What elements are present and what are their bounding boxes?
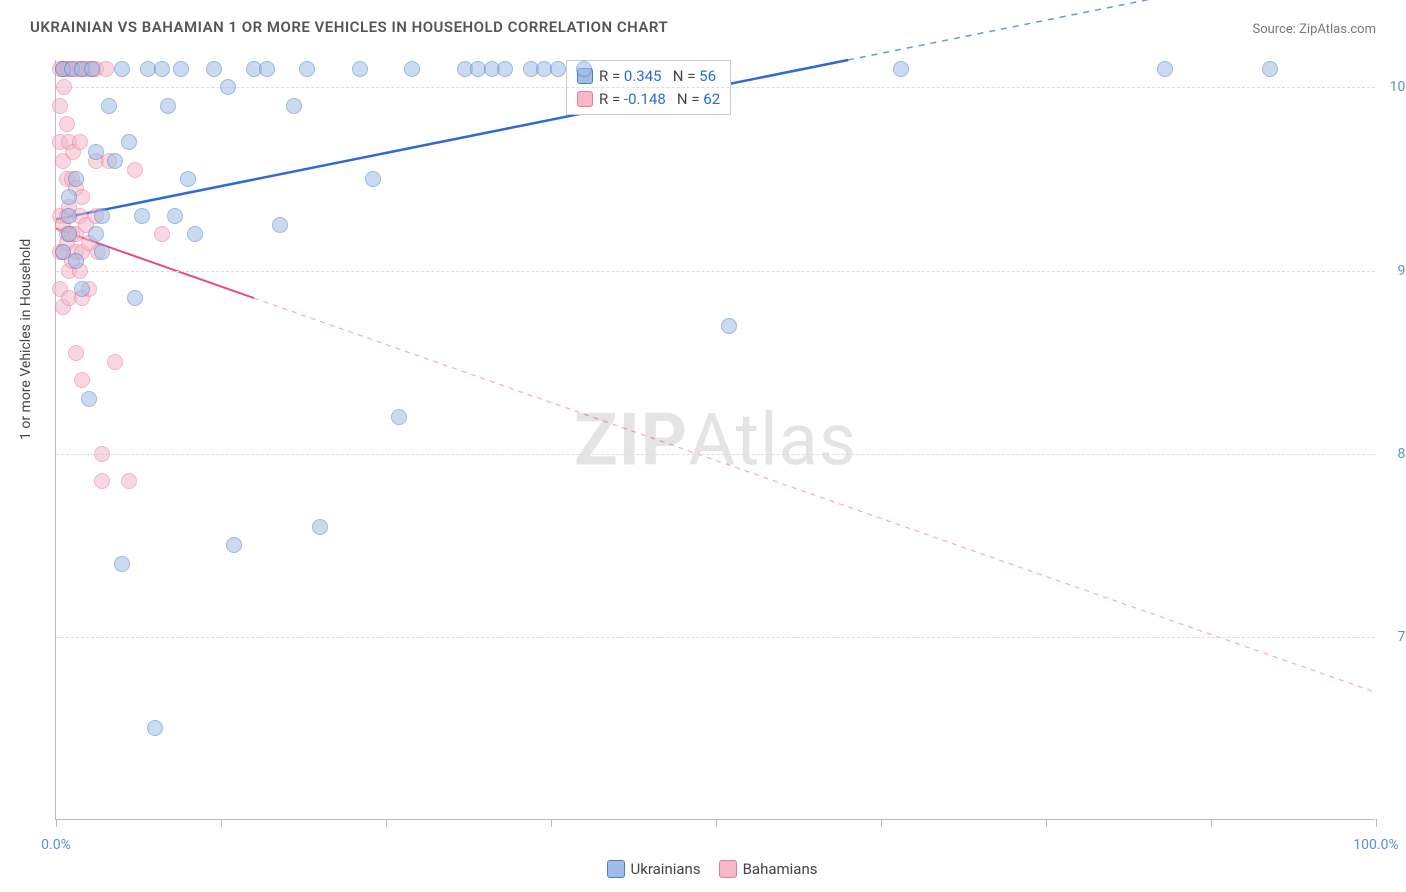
legend-label: Bahamians — [743, 860, 818, 878]
n-value: 62 — [703, 90, 720, 108]
data-point — [84, 61, 100, 77]
data-point — [259, 61, 275, 77]
data-point — [61, 189, 77, 205]
legend-label: Ukrainians — [631, 860, 701, 878]
n-label: N = — [666, 90, 704, 108]
data-point — [550, 61, 566, 77]
data-point — [72, 134, 88, 150]
data-point — [576, 61, 592, 77]
data-point — [114, 556, 130, 572]
data-point — [721, 318, 737, 334]
data-point — [127, 162, 143, 178]
data-point — [134, 208, 150, 224]
r-label: R = — [599, 90, 624, 108]
gridline-h — [56, 454, 1375, 455]
data-point — [299, 61, 315, 77]
x-tick — [1046, 819, 1047, 827]
data-point — [94, 446, 110, 462]
data-point — [365, 171, 381, 187]
data-point — [114, 61, 130, 77]
x-tick — [881, 819, 882, 827]
y-tick-label: 70.0% — [1397, 629, 1406, 645]
x-tick-label: 0.0% — [41, 837, 71, 853]
x-tick — [221, 819, 222, 827]
r-value: 0.345 — [624, 67, 662, 85]
y-tick-label: 90.0% — [1397, 263, 1406, 279]
gridline-h — [56, 637, 1375, 638]
data-point — [154, 226, 170, 242]
gridline-h — [56, 87, 1375, 88]
data-point — [147, 720, 163, 736]
r-label: R = — [599, 67, 624, 85]
data-point — [59, 116, 75, 132]
x-tick-label: 100.0% — [1353, 837, 1398, 853]
data-point — [74, 281, 90, 297]
data-point — [68, 171, 84, 187]
data-point — [187, 226, 203, 242]
data-point — [61, 208, 77, 224]
data-point — [107, 153, 123, 169]
data-point — [893, 61, 909, 77]
legend-swatch — [607, 860, 625, 878]
data-point — [121, 473, 137, 489]
n-value: 56 — [699, 67, 716, 85]
x-tick — [551, 819, 552, 827]
data-point — [56, 79, 72, 95]
x-tick — [716, 819, 717, 827]
data-point — [404, 61, 420, 77]
data-point — [312, 519, 328, 535]
data-point — [391, 409, 407, 425]
data-point — [94, 208, 110, 224]
x-tick — [1211, 819, 1212, 827]
data-point — [98, 61, 114, 77]
data-point — [160, 98, 176, 114]
data-point — [352, 61, 368, 77]
data-point — [272, 217, 288, 233]
x-tick — [56, 819, 57, 827]
data-point — [1262, 61, 1278, 77]
data-point — [101, 98, 117, 114]
data-point — [1157, 61, 1173, 77]
data-point — [206, 61, 222, 77]
data-point — [68, 253, 84, 269]
data-point — [74, 372, 90, 388]
source-label: Source: ZipAtlas.com — [1252, 22, 1376, 37]
y-tick-label: 100.0% — [1390, 79, 1406, 95]
data-point — [121, 134, 137, 150]
data-point — [226, 537, 242, 553]
data-point — [94, 473, 110, 489]
legend-swatch — [719, 860, 737, 878]
data-point — [127, 290, 143, 306]
data-point — [107, 354, 123, 370]
data-point — [81, 391, 97, 407]
x-tick — [1376, 819, 1377, 827]
stats-legend-row: R = -0.148 N = 62 — [577, 88, 720, 111]
data-point — [94, 244, 110, 260]
data-point — [154, 61, 170, 77]
data-point — [180, 171, 196, 187]
gridline-h — [56, 271, 1375, 272]
data-point — [497, 61, 513, 77]
data-point — [88, 226, 104, 242]
chart-title: UKRAINIAN VS BAHAMIAN 1 OR MORE VEHICLES… — [30, 18, 668, 36]
y-tick-label: 80.0% — [1397, 446, 1406, 462]
r-value: -0.148 — [624, 90, 666, 108]
stats-legend-row: R = 0.345 N = 56 — [577, 65, 720, 88]
data-point — [68, 345, 84, 361]
y-axis-title: 1 or more Vehicles in Household — [18, 239, 34, 440]
n-label: N = — [662, 67, 700, 85]
data-point — [167, 208, 183, 224]
x-tick — [386, 819, 387, 827]
data-point — [61, 226, 77, 242]
trend-lines-layer — [56, 60, 1375, 819]
data-point — [52, 98, 68, 114]
data-point — [220, 79, 236, 95]
data-point — [88, 144, 104, 160]
data-point — [286, 98, 302, 114]
legend-swatch — [577, 91, 593, 107]
series-legend: Ukrainians Bahamians — [0, 860, 1406, 878]
data-point — [173, 61, 189, 77]
chart-plot-area: ZIPAtlas R = 0.345 N = 56R = -0.148 N = … — [55, 60, 1375, 820]
